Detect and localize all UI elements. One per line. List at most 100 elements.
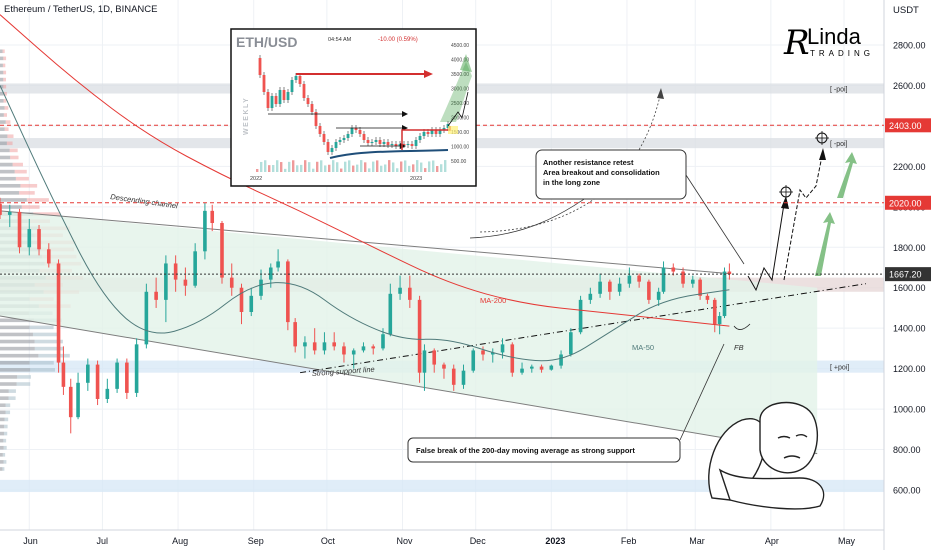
time-tick-label: Nov [397, 536, 414, 546]
volume-profile-bar [32, 332, 60, 337]
price-tick-label: 2600.00 [893, 81, 926, 91]
volume-profile-bar [0, 77, 4, 82]
volume-profile-bar [0, 410, 6, 415]
volume-profile-bar [4, 106, 9, 110]
time-tick-label: Dec [470, 536, 487, 546]
price-level-tag [885, 267, 931, 282]
candle-body [569, 332, 573, 355]
volume-profile-bar [0, 56, 4, 61]
inset-volume-bar [264, 160, 267, 172]
volume-profile-bar [0, 375, 18, 379]
volume-profile-bar [3, 460, 7, 464]
candle-body [559, 354, 563, 366]
volume-profile-bar [3, 99, 7, 103]
volume-profile-bar [8, 389, 16, 393]
candle-body [56, 263, 61, 363]
zone-label: [ +poi] [830, 365, 849, 372]
inset-candle-body [410, 144, 414, 146]
volume-profile-bar [3, 84, 7, 89]
inset-volume-bar [272, 165, 275, 172]
candle-body [656, 291, 661, 300]
callout-pointer-false-break [679, 343, 725, 441]
candle-body [134, 344, 139, 393]
volume-profile-bar [0, 396, 9, 400]
time-tick-label: Aug [172, 536, 188, 546]
volume-profile-bar [0, 382, 17, 386]
inset-green-arrowhead [460, 54, 472, 72]
volume-profile-bar [5, 403, 11, 408]
projection-dotted-arrow [479, 95, 661, 233]
volume-profile-bar [0, 155, 11, 160]
candle-body [342, 346, 346, 355]
volume-profile-bar [34, 346, 64, 351]
time-tick-label: May [838, 536, 856, 546]
inset-volume-bar [308, 162, 311, 172]
volume-profile-bar [0, 368, 31, 372]
volume-profile-bar [0, 99, 4, 103]
inset-candle-body [330, 148, 334, 152]
time-tick-label: Jul [96, 536, 108, 546]
volume-profile-bar [0, 113, 4, 117]
price-tick-label: 1000.00 [893, 405, 926, 415]
time-tick-label: Mar [689, 536, 705, 546]
candle-body [422, 350, 427, 373]
channel-fill [0, 210, 818, 454]
inset-y-tick: 1000.00 [451, 145, 469, 151]
volume-profile-bar [29, 360, 54, 365]
volume-profile-bar [8, 396, 16, 400]
inset-candle-body [302, 84, 306, 98]
volume-profile-bar [0, 460, 4, 464]
candle-body [442, 364, 446, 369]
inset-volume-bar [408, 165, 411, 172]
volume-profile-bar [38, 353, 70, 358]
volume-profile-bar [0, 431, 4, 436]
inset-volume-bar [340, 168, 343, 172]
price-tick-label: 2200.00 [893, 162, 926, 172]
inset-candle-body [306, 98, 310, 104]
brand-logo: R Linda TRADING [783, 23, 870, 63]
candle-body [249, 295, 254, 312]
ma-line-ma-50 [0, 85, 730, 362]
candle-body [481, 350, 485, 355]
candle-body [712, 299, 717, 325]
volume-profile-bar [0, 120, 6, 124]
inset-volume-bar [324, 165, 327, 172]
volume-profile-bar [0, 325, 30, 330]
candle-body [705, 295, 710, 300]
volume-profile-bar [0, 389, 9, 393]
inset-candle-body [438, 130, 442, 134]
candle-body [417, 299, 422, 373]
callout-pointer-resistance [685, 174, 745, 265]
inset-candle-body [390, 144, 394, 145]
volume-profile-bar [0, 106, 5, 110]
meme-eye-right [795, 434, 808, 438]
inset-candle-body [350, 128, 354, 134]
volume-profile-bar [6, 141, 13, 146]
ma-layer [0, 14, 730, 362]
inset-volume-bar [380, 165, 383, 172]
candle-body [203, 210, 207, 252]
candle-body [361, 346, 366, 351]
inset-candle-body [266, 92, 270, 108]
volume-profile-bar [3, 113, 7, 117]
inset-candle-body [262, 75, 266, 92]
meme-mouth [783, 455, 801, 459]
inset-change: -10.00 (0.59%) [378, 37, 418, 43]
meme-illustration [708, 401, 825, 510]
price-tick-label: 1200.00 [893, 364, 926, 374]
candle-body [451, 368, 456, 385]
volume-profile-bar [0, 169, 15, 174]
candle-body [698, 279, 702, 296]
inset-candle-body [374, 140, 378, 142]
volume-profile-bar [30, 368, 55, 372]
annotation-ma50: MA-50 [632, 343, 654, 352]
candle-body [312, 342, 317, 351]
candle-body [661, 267, 666, 292]
candle-body [293, 322, 297, 347]
inset-volume-bar [364, 162, 367, 172]
inset-weekly-chart: ETH/USD 04:54 AM -10.00 (0.59%) WEEKLY 4… [230, 28, 477, 187]
inset-candle-body [310, 104, 314, 112]
volume-profile-bar [0, 205, 22, 209]
inset-candle-body [406, 144, 410, 145]
inset-volume-bar [336, 162, 339, 172]
